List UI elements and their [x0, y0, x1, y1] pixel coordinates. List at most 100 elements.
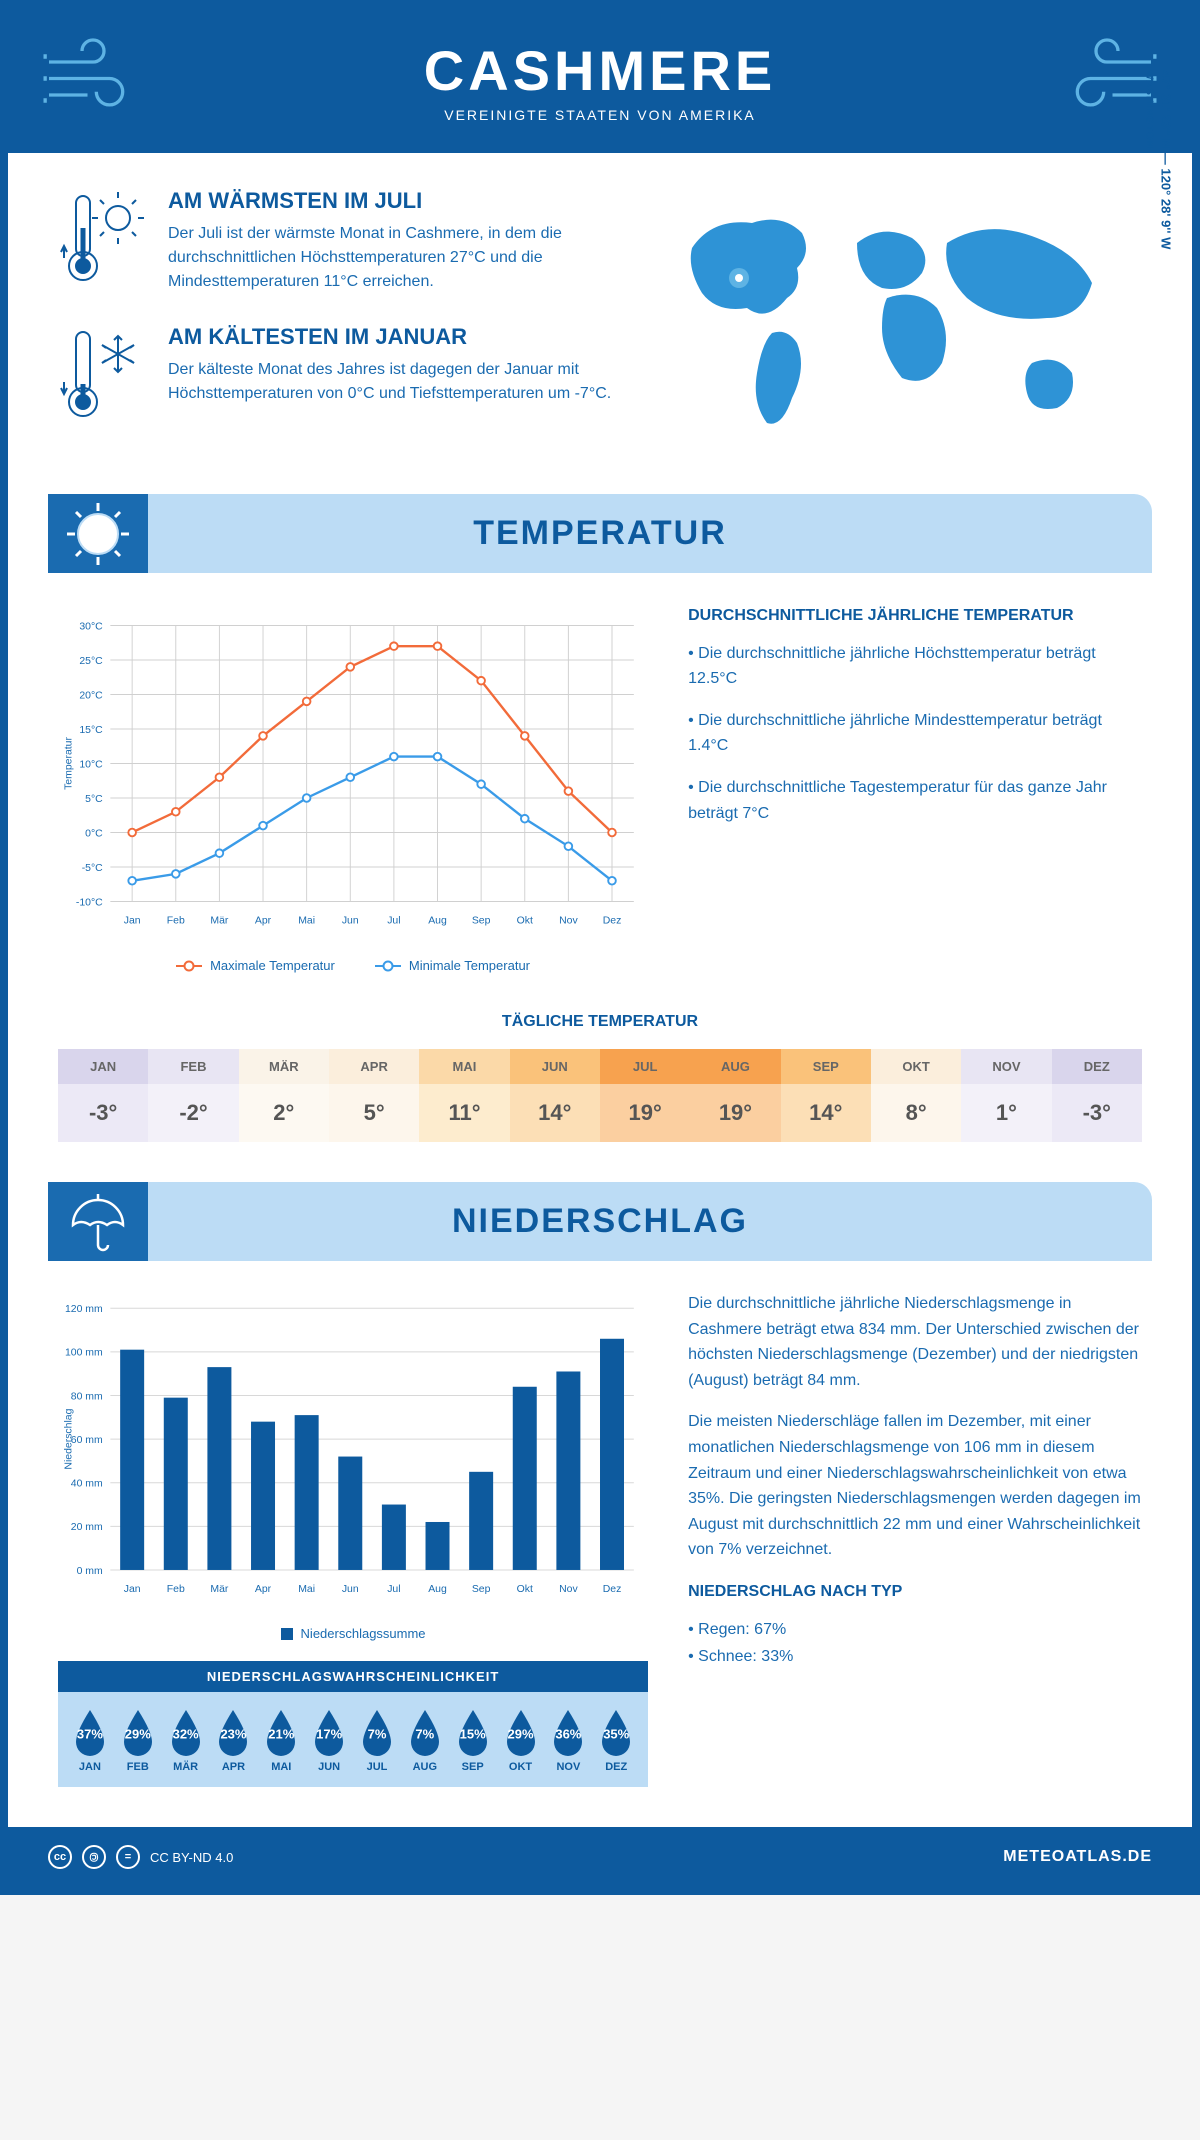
- infographic-page: CASHMERE VEREINIGTE STAATEN VON AMERIKA …: [0, 0, 1200, 1895]
- daily-temp-cell: MÄR2°: [239, 1049, 329, 1142]
- svg-text:20 mm: 20 mm: [71, 1522, 103, 1533]
- precip-prob-cell: 7%JUL: [353, 1706, 401, 1773]
- warmest-title: AM WÄRMSTEN IM JULI: [168, 188, 632, 214]
- temperature-body: -10°C-5°C0°C5°C10°C15°C20°C25°C30°CJanFe…: [8, 573, 1192, 1013]
- world-map-block: 47° 31' 23'' N — 120° 28' 9'' W WASHINGT…: [662, 188, 1142, 459]
- warmest-text: Der Juli ist der wärmste Monat in Cashme…: [168, 222, 632, 294]
- svg-text:80 mm: 80 mm: [71, 1391, 103, 1402]
- precipitation-title: NIEDERSCHLAG: [48, 1202, 1152, 1241]
- svg-text:Mär: Mär: [210, 1584, 229, 1595]
- daily-temp-cell: JUL19°: [600, 1049, 690, 1142]
- svg-text:Nov: Nov: [559, 1584, 578, 1595]
- precip-prob-cell: 15%SEP: [449, 1706, 497, 1773]
- temp-bullet: • Die durchschnittliche Tagestemperatur …: [688, 775, 1142, 826]
- svg-text:60 mm: 60 mm: [71, 1435, 103, 1446]
- world-map: [662, 188, 1142, 448]
- precip-prob-cell: 36%NOV: [544, 1706, 592, 1773]
- svg-text:Sep: Sep: [472, 1584, 491, 1595]
- daily-temp-cell: SEP14°: [781, 1049, 871, 1142]
- precip-type-item: • Schnee: 33%: [688, 1644, 1142, 1670]
- precip-prob-cell: 29%FEB: [114, 1706, 162, 1773]
- svg-text:-5°C: -5°C: [82, 863, 103, 874]
- svg-text:Niederschlag: Niederschlag: [63, 1408, 74, 1469]
- svg-text:Jan: Jan: [124, 915, 141, 926]
- svg-text:Feb: Feb: [167, 915, 185, 926]
- precipitation-section-header: NIEDERSCHLAG: [48, 1182, 1152, 1261]
- header: CASHMERE VEREINIGTE STAATEN VON AMERIKA: [8, 8, 1192, 153]
- svg-text:Feb: Feb: [167, 1584, 185, 1595]
- precipitation-chart-col: 0 mm20 mm40 mm60 mm80 mm100 mm120 mmJanF…: [58, 1291, 648, 1787]
- coldest-text: Der kälteste Monat des Jahres ist dagege…: [168, 358, 632, 406]
- nd-icon: =: [116, 1845, 140, 1869]
- overview-row: AM WÄRMSTEN IM JULI Der Juli ist der wär…: [8, 153, 1192, 494]
- daily-temp-cell: MAI11°: [419, 1049, 509, 1142]
- precip-text-1: Die durchschnittliche jährliche Niedersc…: [688, 1291, 1142, 1393]
- wind-icon-left: [38, 23, 148, 138]
- legend-min: Minimale Temperatur: [409, 958, 530, 973]
- precipitation-probability-block: NIEDERSCHLAGSWAHRSCHEINLICHKEIT 37%JAN29…: [58, 1661, 648, 1787]
- svg-text:Dez: Dez: [603, 915, 622, 926]
- svg-text:0 mm: 0 mm: [77, 1566, 103, 1577]
- daily-temp-cell: JUN14°: [510, 1049, 600, 1142]
- coordinates-label: 47° 31' 23'' N — 120° 28' 9'' W WASHINGT…: [1143, 70, 1173, 249]
- svg-text:40 mm: 40 mm: [71, 1479, 103, 1490]
- svg-text:20°C: 20°C: [79, 690, 103, 701]
- temperature-line-chart: -10°C-5°C0°C5°C10°C15°C20°C25°C30°CJanFe…: [58, 603, 648, 943]
- svg-text:Temperatur: Temperatur: [63, 737, 74, 790]
- precipitation-body: 0 mm20 mm40 mm60 mm80 mm100 mm120 mmJanF…: [8, 1261, 1192, 1827]
- svg-text:Jun: Jun: [342, 915, 359, 926]
- svg-text:Mär: Mär: [210, 915, 229, 926]
- svg-text:-10°C: -10°C: [76, 897, 103, 908]
- svg-text:Nov: Nov: [559, 915, 578, 926]
- svg-text:Jul: Jul: [387, 1584, 400, 1595]
- precip-by-type-title: NIEDERSCHLAG NACH TYP: [688, 1579, 1142, 1605]
- temp-bullet: • Die durchschnittliche jährliche Mindes…: [688, 708, 1142, 759]
- svg-text:Sep: Sep: [472, 915, 491, 926]
- daily-temp-cell: JAN-3°: [58, 1049, 148, 1142]
- coldest-title: AM KÄLTESTEN IM JANUAR: [168, 324, 632, 350]
- daily-temp-block: TÄGLICHE TEMPERATUR JAN-3°FEB-2°MÄR2°APR…: [8, 1013, 1192, 1182]
- svg-text:Okt: Okt: [517, 915, 533, 926]
- daily-temp-cell: APR5°: [329, 1049, 419, 1142]
- temperature-chart-col: -10°C-5°C0°C5°C10°C15°C20°C25°C30°CJanFe…: [58, 603, 648, 973]
- daily-temp-title: TÄGLICHE TEMPERATUR: [58, 1013, 1142, 1031]
- precip-type-item: • Regen: 67%: [688, 1617, 1142, 1643]
- footer: cc 🄯 = CC BY-ND 4.0 METEOATLAS.DE: [8, 1827, 1192, 1887]
- precip-prob-cell: 7%AUG: [401, 1706, 449, 1773]
- precipitation-side-text: Die durchschnittliche jährliche Niedersc…: [688, 1291, 1142, 1787]
- svg-text:Apr: Apr: [255, 1584, 272, 1595]
- precip-prob-grid: 37%JAN29%FEB32%MÄR23%APR21%MAI17%JUN7%JU…: [58, 1692, 648, 1787]
- svg-text:Mai: Mai: [298, 915, 315, 926]
- svg-text:120 mm: 120 mm: [65, 1304, 103, 1315]
- license-text: CC BY-ND 4.0: [150, 1850, 233, 1865]
- svg-text:Aug: Aug: [428, 1584, 447, 1595]
- precip-prob-cell: 17%JUN: [305, 1706, 353, 1773]
- temperature-section-header: TEMPERATUR: [48, 494, 1152, 573]
- daily-temp-cell: FEB-2°: [148, 1049, 238, 1142]
- precip-text-2: Die meisten Niederschläge fallen im Deze…: [688, 1409, 1142, 1563]
- precip-prob-title: NIEDERSCHLAGSWAHRSCHEINLICHKEIT: [58, 1661, 648, 1692]
- temperature-title: TEMPERATUR: [48, 514, 1152, 553]
- sun-icon: [48, 494, 148, 573]
- svg-text:Okt: Okt: [517, 1584, 533, 1595]
- precipitation-bar-chart: 0 mm20 mm40 mm60 mm80 mm100 mm120 mmJanF…: [58, 1291, 648, 1611]
- precipitation-legend: Niederschlagssumme: [58, 1626, 648, 1641]
- svg-text:Dez: Dez: [603, 1584, 622, 1595]
- by-icon: 🄯: [82, 1845, 106, 1869]
- precip-prob-cell: 35%DEZ: [592, 1706, 640, 1773]
- avg-temp-title: DURCHSCHNITTLICHE JÄHRLICHE TEMPERATUR: [688, 603, 1142, 629]
- svg-text:30°C: 30°C: [79, 621, 103, 632]
- daily-temp-cell: AUG19°: [690, 1049, 780, 1142]
- temp-bullet: • Die durchschnittliche jährliche Höchst…: [688, 641, 1142, 692]
- precip-prob-cell: 21%MAI: [257, 1706, 305, 1773]
- country-subtitle: VEREINIGTE STAATEN VON AMERIKA: [424, 107, 776, 123]
- city-title: CASHMERE: [424, 38, 776, 103]
- daily-temp-cell: DEZ-3°: [1052, 1049, 1142, 1142]
- svg-text:Jan: Jan: [124, 1584, 141, 1595]
- daily-temp-cell: OKT8°: [871, 1049, 961, 1142]
- svg-text:25°C: 25°C: [79, 656, 103, 667]
- coldest-block: AM KÄLTESTEN IM JANUAR Der kälteste Mona…: [58, 324, 632, 429]
- svg-text:Apr: Apr: [255, 915, 272, 926]
- temperature-legend: Maximale Temperatur Minimale Temperatur: [58, 958, 648, 973]
- overview-text-col: AM WÄRMSTEN IM JULI Der Juli ist der wär…: [58, 188, 632, 459]
